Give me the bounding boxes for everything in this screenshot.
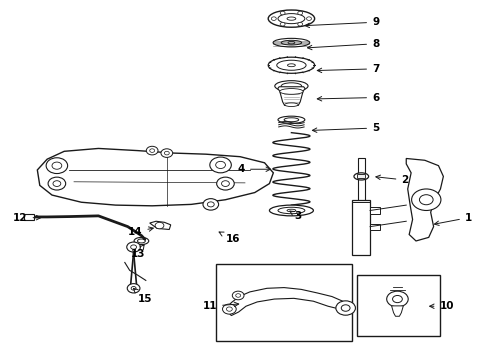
Text: 12: 12 — [13, 213, 41, 222]
Circle shape — [210, 157, 231, 173]
Circle shape — [46, 158, 68, 174]
Circle shape — [52, 162, 62, 169]
Circle shape — [226, 307, 232, 311]
Text: 8: 8 — [308, 39, 379, 50]
Circle shape — [150, 149, 155, 152]
Ellipse shape — [358, 175, 365, 178]
Bar — [24, 214, 34, 220]
Ellipse shape — [280, 89, 303, 94]
Bar — [358, 158, 365, 202]
Circle shape — [203, 199, 219, 210]
Ellipse shape — [275, 81, 308, 91]
Ellipse shape — [281, 40, 302, 45]
Text: 14: 14 — [128, 227, 153, 237]
Ellipse shape — [277, 60, 306, 70]
Bar — [357, 174, 365, 178]
Polygon shape — [37, 148, 273, 206]
Ellipse shape — [134, 237, 149, 244]
Circle shape — [217, 177, 234, 190]
Polygon shape — [278, 87, 305, 105]
Circle shape — [307, 17, 312, 21]
Circle shape — [53, 181, 61, 186]
Text: 9: 9 — [305, 17, 379, 28]
Text: 3: 3 — [290, 211, 301, 221]
Circle shape — [147, 146, 158, 155]
Circle shape — [298, 11, 303, 15]
Bar — [357, 275, 441, 336]
Text: 11: 11 — [203, 301, 239, 311]
Circle shape — [131, 245, 137, 249]
Circle shape — [232, 291, 244, 300]
Text: 5: 5 — [313, 123, 379, 133]
Circle shape — [298, 22, 303, 26]
Text: 4: 4 — [238, 164, 270, 174]
Ellipse shape — [278, 207, 305, 214]
Ellipse shape — [268, 10, 315, 27]
Circle shape — [341, 305, 350, 311]
Circle shape — [387, 291, 408, 307]
Circle shape — [155, 222, 164, 229]
Ellipse shape — [288, 64, 295, 67]
Text: 10: 10 — [430, 301, 454, 311]
Circle shape — [127, 284, 140, 293]
Ellipse shape — [138, 239, 146, 243]
Polygon shape — [225, 288, 347, 316]
Text: 2: 2 — [376, 175, 409, 185]
Ellipse shape — [287, 209, 296, 212]
Ellipse shape — [285, 103, 298, 107]
Circle shape — [280, 22, 285, 26]
Circle shape — [271, 17, 276, 21]
Circle shape — [419, 195, 433, 205]
Circle shape — [392, 296, 402, 303]
Polygon shape — [406, 158, 443, 241]
Ellipse shape — [284, 118, 299, 122]
Text: 6: 6 — [317, 93, 379, 103]
Text: 7: 7 — [317, 64, 379, 74]
Ellipse shape — [268, 57, 315, 73]
Circle shape — [280, 11, 285, 15]
Circle shape — [207, 202, 214, 207]
Ellipse shape — [288, 41, 295, 44]
Circle shape — [222, 304, 236, 314]
Circle shape — [161, 149, 172, 157]
Ellipse shape — [278, 14, 305, 24]
Bar — [370, 224, 380, 230]
Polygon shape — [392, 306, 403, 316]
Ellipse shape — [281, 83, 302, 89]
Text: 16: 16 — [219, 232, 240, 244]
Bar — [216, 264, 352, 341]
Ellipse shape — [287, 17, 296, 20]
Ellipse shape — [270, 205, 314, 216]
Ellipse shape — [354, 173, 368, 180]
Circle shape — [48, 177, 66, 190]
Circle shape — [216, 161, 225, 168]
Text: 13: 13 — [130, 245, 145, 258]
Circle shape — [412, 189, 441, 211]
Circle shape — [164, 151, 169, 155]
Circle shape — [127, 242, 141, 252]
Circle shape — [336, 301, 355, 315]
Text: 15: 15 — [133, 288, 152, 304]
Circle shape — [221, 181, 229, 186]
Ellipse shape — [278, 116, 305, 123]
Bar — [370, 207, 380, 214]
Text: 1: 1 — [435, 213, 472, 225]
Circle shape — [131, 287, 136, 290]
Circle shape — [236, 294, 241, 297]
Polygon shape — [150, 221, 171, 229]
Bar — [352, 200, 370, 255]
Ellipse shape — [273, 39, 310, 47]
